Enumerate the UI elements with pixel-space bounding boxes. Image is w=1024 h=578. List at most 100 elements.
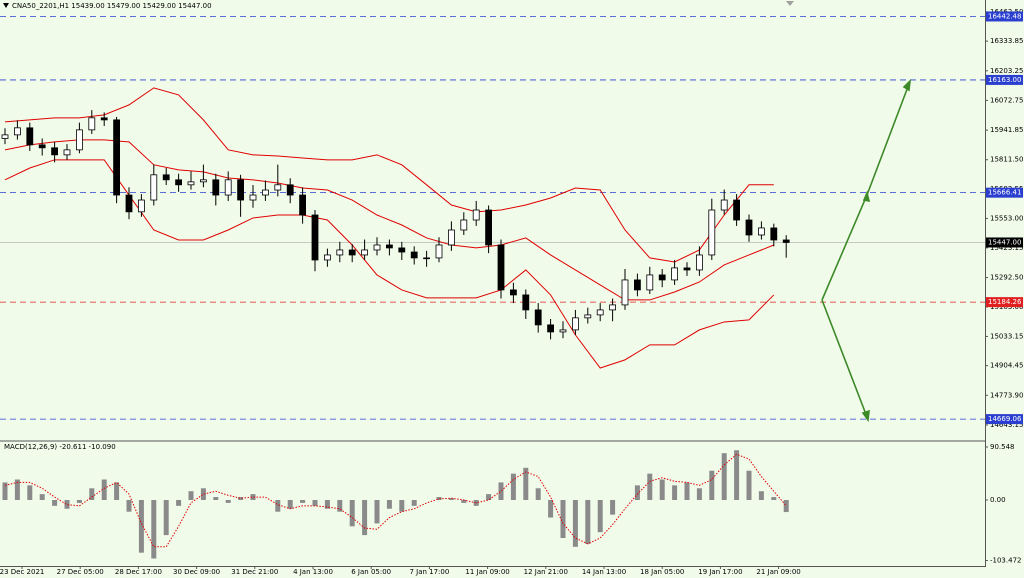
macd-bar [362, 499, 368, 536]
macd-bar [597, 499, 603, 533]
candle-body [547, 324, 554, 333]
macd-bar [411, 499, 417, 506]
candle-body [38, 144, 46, 149]
candle-body [286, 184, 294, 196]
candle-body [596, 309, 604, 316]
level-label-box [986, 414, 1023, 425]
bollinger-lower [4, 159, 775, 369]
candle-body [485, 209, 493, 246]
down-arrow-head [861, 409, 870, 423]
macd-bar [126, 499, 132, 512]
macd-bar [498, 482, 504, 500]
y-tick-label: 16072.75 [990, 96, 1023, 104]
macd-bar [39, 494, 45, 500]
macd-bar [572, 499, 578, 547]
candle-body [658, 274, 666, 281]
macd-bar [461, 499, 467, 503]
level-label-box [986, 11, 1023, 22]
x-tick-label: 11 Jan 09:00 [465, 568, 509, 576]
macd-bar [200, 488, 206, 500]
macd-bar [2, 482, 8, 500]
candle-body [720, 199, 728, 211]
x-tick-label: 27 Dec 05:00 [57, 568, 104, 576]
macd-y-tick-label: 90.548 [990, 443, 1015, 451]
candle-body [311, 214, 319, 261]
macd-bar [14, 479, 20, 500]
x-tick-label: 4 Jan 13:00 [293, 568, 333, 576]
macd-bar [101, 479, 107, 500]
x-tick-label: 7 Jan 17:00 [409, 568, 449, 576]
chart-title: CNA50_2201,H1 15439.00 15479.00 15429.00… [12, 2, 212, 10]
macd-bar [672, 485, 678, 500]
macd-bar [659, 479, 665, 500]
candle-body [113, 119, 120, 196]
macd-bar [225, 499, 231, 503]
level-label: 16163.00 [988, 76, 1021, 84]
candle-body [150, 174, 158, 201]
macd-bar [287, 499, 293, 509]
level-label: 16442.48 [988, 12, 1021, 20]
macd-bar [523, 467, 529, 500]
mid-arrow-head [862, 190, 871, 203]
candle-body [435, 244, 443, 259]
candle-body [385, 244, 393, 249]
x-tick-label: 19 Jan 17:00 [698, 568, 742, 576]
candle-body [696, 254, 703, 271]
x-tick-label: 30 Dec 09:00 [173, 568, 220, 576]
macd-bar [238, 497, 244, 500]
level-label-box [986, 187, 1023, 198]
candle-body [249, 194, 257, 201]
y-tick-label: 15033.15 [990, 332, 1023, 340]
y-tick-label: 15811.50 [990, 156, 1023, 164]
candle-body [199, 179, 207, 183]
macd-bar [312, 499, 318, 506]
y-tick-label: 15553.00 [990, 214, 1023, 222]
level-label-box [986, 297, 1023, 308]
x-tick-label: 6 Jan 05:00 [351, 568, 391, 576]
level-label: 15447.00 [988, 238, 1021, 246]
macd-bar [758, 491, 764, 500]
down-arrow [821, 299, 868, 418]
level-label: 14669.06 [988, 415, 1022, 423]
macd-bar [709, 470, 715, 500]
macd-bar [684, 482, 690, 500]
candle-body [534, 309, 542, 326]
macd-bar [76, 499, 82, 503]
level-label: 15666.41 [988, 189, 1021, 197]
macd-signal [4, 453, 787, 548]
candle-body [224, 179, 232, 196]
candle-body [63, 149, 71, 156]
y-tick-label: 14643.15 [990, 421, 1023, 429]
candle-body [13, 127, 21, 136]
candle-body [88, 117, 96, 131]
x-tick-label: 23 Dec 2021 [0, 568, 44, 576]
y-tick-label: 15423.15 [990, 244, 1023, 252]
macd-bar [771, 497, 777, 500]
candle-body [509, 289, 517, 296]
level-label: 15184.26 [988, 298, 1022, 306]
macd-bar [510, 473, 516, 500]
macd-bar [399, 499, 405, 512]
y-tick-label: 14773.90 [990, 391, 1023, 399]
macd-bar [114, 482, 120, 500]
macd-bar [188, 491, 194, 500]
macd-y-tick-label: -103.472 [990, 557, 1021, 565]
macd-bar [734, 450, 740, 500]
macd-bar [337, 499, 343, 512]
y-tick-label: 15941.85 [990, 126, 1023, 134]
candle-body [100, 117, 108, 121]
macd-bar [585, 499, 591, 544]
x-tick-label: 21 Jan 09:00 [756, 568, 800, 576]
candle-body [162, 174, 170, 181]
up-arrow-head [902, 78, 912, 92]
macd-bar [52, 499, 58, 506]
y-tick-label: 15292.50 [990, 274, 1023, 282]
candle-body [782, 239, 790, 243]
macd-bar [213, 497, 219, 500]
menu-arrow [3, 3, 9, 8]
macd-bar [721, 453, 727, 500]
macd-bar [64, 499, 70, 509]
x-tick-label: 12 Jan 21:00 [524, 568, 568, 576]
macd-bar [696, 488, 702, 500]
